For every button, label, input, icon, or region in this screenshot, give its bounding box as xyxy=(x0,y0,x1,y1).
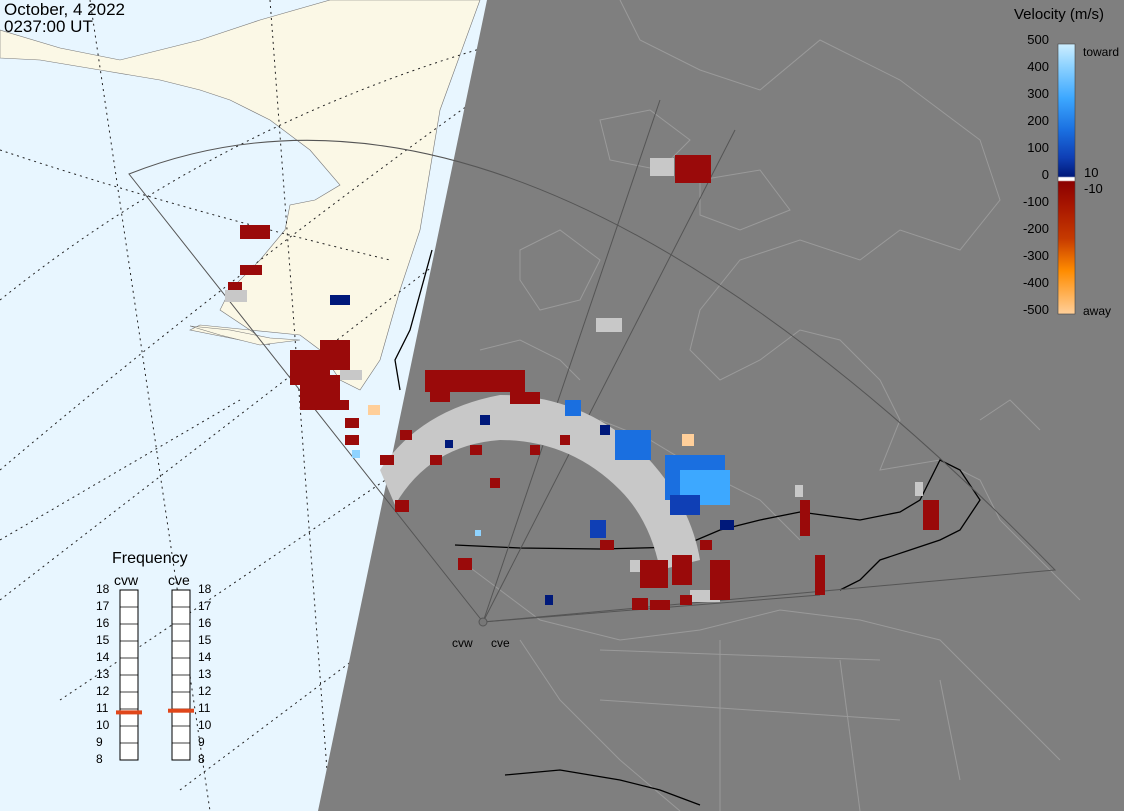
frequency-scale-left: 16 xyxy=(96,616,110,630)
velocity-legend-title: Velocity (m/s) xyxy=(1014,6,1105,23)
frequency-scale-right: 11 xyxy=(198,701,211,715)
toward-label: toward xyxy=(1083,45,1120,59)
lat-lon-grid xyxy=(0,0,701,811)
red-scatter xyxy=(228,155,939,610)
velocity-tick: -200 xyxy=(1022,221,1049,236)
frequency-scale-left: 15 xyxy=(96,633,110,647)
alaska-canada-border xyxy=(394,249,433,391)
frequency-scale-left: 17 xyxy=(96,599,110,613)
velocity-tick: 0 xyxy=(1041,167,1049,182)
frequency-scale-right: 13 xyxy=(198,667,212,681)
site-label-cvw: cvw xyxy=(452,636,473,650)
night-coastlines xyxy=(459,0,1081,811)
frequency-scale-right: 14 xyxy=(198,650,212,664)
frequency-scale-left: 12 xyxy=(96,684,110,698)
away-label: away xyxy=(1083,304,1112,318)
velocity-tick: 10 xyxy=(1084,165,1099,180)
frequency-scale-right: 10 xyxy=(198,718,212,732)
site-label-cve: cve xyxy=(491,636,510,650)
frequency-scale-left: 10 xyxy=(96,718,110,732)
velocity-tick: 200 xyxy=(1027,113,1049,128)
frequency-scale-right: 17 xyxy=(198,599,212,613)
velocity-tick: -400 xyxy=(1022,275,1049,290)
velocity-tick: -300 xyxy=(1022,248,1049,263)
frequency-scale-right: 8 xyxy=(198,752,205,766)
frequency-marker-cve xyxy=(168,708,194,713)
velocity-tick: 100 xyxy=(1027,140,1049,155)
alaska-peninsula xyxy=(189,325,301,346)
frequency-scale-left: 8 xyxy=(96,752,103,766)
frequency-scale-right: 9 xyxy=(198,735,205,749)
radar-label-cve: cve xyxy=(168,572,190,588)
fov-outlines xyxy=(128,99,1057,623)
frequency-scale-left: 9 xyxy=(96,735,103,749)
frequency-scale-right: 15 xyxy=(198,633,212,647)
frequency-scale-right: 18 xyxy=(198,582,212,596)
blue-scatter xyxy=(330,295,734,605)
velocity-tick: -100 xyxy=(1022,194,1049,209)
velocity-tick: 400 xyxy=(1027,59,1049,74)
map-date: October, 4 2022 xyxy=(4,0,125,19)
velocity-tick: 300 xyxy=(1027,86,1049,101)
velocity-tick: -500 xyxy=(1022,302,1049,317)
velocity-tick: -10 xyxy=(1084,181,1103,196)
frequency-scale-right: 12 xyxy=(198,684,212,698)
night-shading xyxy=(318,0,1124,811)
velocity-colorbar xyxy=(1057,43,1076,315)
frequency-marker-cvw xyxy=(116,710,142,715)
map-time: 0237:00 UT xyxy=(4,17,93,36)
velocity-tick: 500 xyxy=(1027,32,1049,47)
frequency-scale-left: 11 xyxy=(96,701,109,715)
frequency-scale-left: 13 xyxy=(96,667,110,681)
frequency-title: Frequency xyxy=(112,550,188,567)
radar-label-cvw: cvw xyxy=(114,572,139,588)
frequency-scale-left: 18 xyxy=(96,582,110,596)
frequency-scale-left: 14 xyxy=(96,650,110,664)
radar-site-marker xyxy=(478,617,488,627)
frequency-scale-right: 16 xyxy=(198,616,212,630)
mexico-border xyxy=(504,769,701,806)
